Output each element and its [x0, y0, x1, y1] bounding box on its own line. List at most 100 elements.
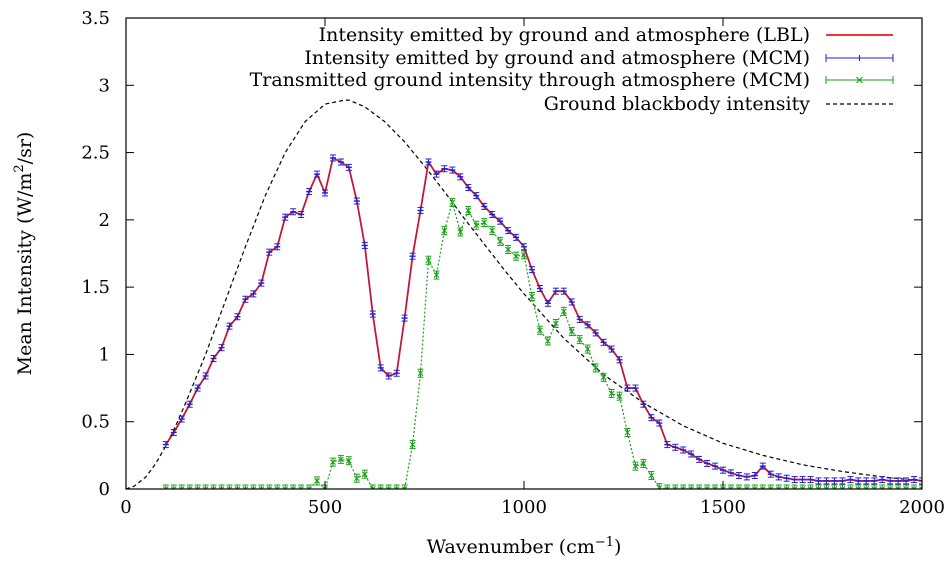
x-tick-label: 1000 — [501, 497, 547, 518]
data-point — [178, 486, 185, 489]
data-point — [361, 471, 368, 478]
y-tick-label: 0.5 — [81, 412, 110, 433]
legend-entry-label: Intensity emitted by ground and atmosphe… — [319, 24, 810, 46]
lbl-line — [165, 156, 922, 482]
data-point — [425, 257, 432, 264]
data-point — [664, 486, 671, 489]
y-axis-label: Mean Intensity (W/m2/sr) — [12, 132, 37, 376]
data-point — [600, 374, 607, 381]
data-point — [592, 364, 599, 371]
data-point — [218, 486, 225, 489]
data-point — [680, 486, 687, 489]
data-point — [306, 486, 312, 489]
data-point — [481, 219, 488, 226]
data-point — [544, 338, 551, 344]
data-point — [473, 222, 480, 229]
data-point — [393, 486, 400, 489]
data-point — [911, 486, 917, 489]
data-point — [640, 460, 647, 467]
data-point — [720, 486, 726, 489]
y-tick-label: 2.5 — [81, 143, 110, 164]
data-point — [648, 472, 655, 479]
data-point — [274, 486, 281, 489]
data-point — [537, 327, 543, 334]
data-point — [330, 459, 336, 465]
data-point — [282, 486, 289, 489]
data-point — [736, 486, 742, 489]
data-point — [353, 475, 360, 482]
data-point — [767, 486, 774, 489]
data-point — [903, 486, 909, 489]
data-point — [632, 463, 639, 470]
data-point — [409, 441, 416, 448]
data-point — [505, 246, 511, 253]
data-point — [672, 486, 679, 489]
data-point — [831, 486, 838, 489]
transmitted-line — [165, 200, 922, 489]
data-point — [815, 486, 822, 489]
y-tick-label: 3.5 — [81, 8, 110, 29]
data-point — [338, 456, 344, 463]
series-2 — [162, 197, 922, 489]
series-layer — [126, 99, 922, 489]
data-point — [576, 336, 583, 343]
data-point — [624, 429, 631, 436]
legend-entry-label: Intensity emitted by ground and atmosphe… — [304, 47, 810, 69]
y-tick-label: 1.5 — [81, 277, 110, 298]
data-point — [823, 486, 830, 489]
data-point — [226, 486, 233, 489]
data-point — [568, 328, 575, 335]
data-point — [696, 486, 703, 489]
data-point — [449, 199, 456, 206]
data-point — [847, 486, 854, 489]
data-point — [855, 486, 862, 489]
data-point — [513, 253, 519, 260]
data-point — [775, 486, 782, 489]
data-point — [202, 486, 209, 489]
data-point — [401, 486, 408, 489]
data-point — [919, 486, 922, 489]
mcm-connector — [165, 157, 922, 482]
data-point — [266, 486, 273, 489]
data-point — [751, 486, 758, 489]
data-point — [616, 393, 623, 400]
ticks-layer: 0 500 1000 1500 2000 0 0.5 1 1.5 2 2.5 3 3.5 — [81, 8, 945, 518]
data-point — [369, 486, 376, 489]
data-point — [871, 486, 878, 489]
data-point — [704, 486, 710, 489]
data-point — [417, 370, 424, 377]
data-point — [298, 486, 305, 489]
data-point — [712, 486, 718, 489]
data-point — [290, 486, 297, 489]
data-point — [560, 308, 567, 315]
data-point — [457, 229, 464, 235]
data-point — [552, 320, 559, 327]
data-point — [322, 486, 328, 489]
y-tick-label: 0 — [99, 479, 110, 500]
data-point — [743, 486, 750, 489]
data-point — [887, 486, 894, 489]
blackbody-line — [126, 99, 922, 489]
data-point — [799, 486, 806, 489]
legend-entry-label: Transmitted ground intensity through atm… — [250, 69, 810, 91]
data-point — [250, 486, 257, 489]
data-point — [791, 486, 798, 489]
y-tick-label: 2 — [99, 210, 110, 231]
data-point — [186, 486, 193, 489]
x-tick-label: 500 — [308, 497, 342, 518]
data-point — [529, 293, 535, 300]
x-tick-label: 0 — [120, 497, 131, 518]
data-point — [656, 484, 663, 489]
data-point — [895, 486, 902, 489]
data-point — [234, 486, 241, 489]
y-tick-label: 3 — [99, 75, 110, 96]
data-point — [839, 486, 846, 489]
legend-entry-label: Ground blackbody intensity — [544, 93, 811, 115]
data-point — [688, 486, 695, 489]
series-3 — [126, 99, 922, 489]
data-point — [497, 238, 504, 245]
data-point — [210, 486, 217, 489]
data-point — [314, 478, 320, 484]
data-point — [728, 486, 734, 489]
